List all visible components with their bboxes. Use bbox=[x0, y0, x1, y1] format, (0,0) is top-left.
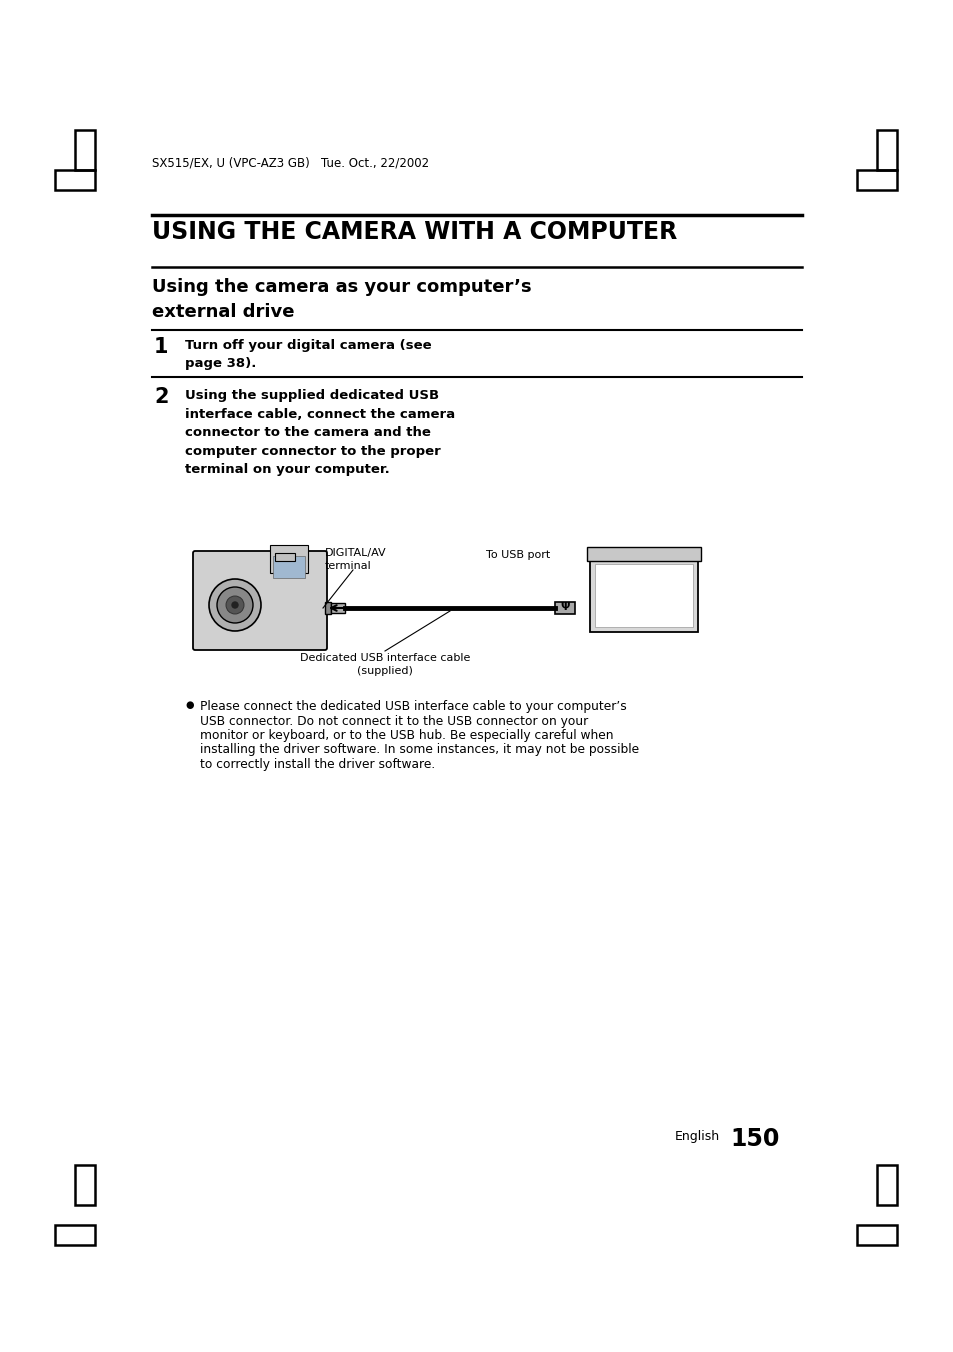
Text: monitor or keyboard, or to the USB hub. Be especially careful when: monitor or keyboard, or to the USB hub. … bbox=[200, 729, 613, 742]
Bar bbox=[274, 553, 294, 561]
Bar bbox=[856, 1225, 896, 1245]
Text: ●: ● bbox=[185, 700, 193, 710]
Text: English: English bbox=[674, 1130, 720, 1142]
Text: 150: 150 bbox=[729, 1128, 779, 1151]
Bar bbox=[555, 602, 575, 614]
Text: Turn off your digital camera (see
page 38).: Turn off your digital camera (see page 3… bbox=[185, 339, 431, 370]
Bar bbox=[856, 170, 896, 191]
Bar bbox=[331, 603, 345, 612]
Text: 1: 1 bbox=[153, 337, 169, 357]
Bar bbox=[55, 1225, 95, 1245]
Text: Using the supplied dedicated USB
interface cable, connect the camera
connector t: Using the supplied dedicated USB interfa… bbox=[185, 389, 455, 476]
Circle shape bbox=[232, 602, 237, 608]
Bar bbox=[876, 1165, 896, 1205]
Bar bbox=[75, 130, 95, 170]
Text: external drive: external drive bbox=[152, 303, 294, 320]
Text: SX515/EX, U (VPC-AZ3 GB)   Tue. Oct., 22/2002: SX515/EX, U (VPC-AZ3 GB) Tue. Oct., 22/2… bbox=[152, 155, 429, 169]
Text: To USB port: To USB port bbox=[485, 550, 550, 560]
Bar bbox=[589, 558, 698, 631]
Text: USING THE CAMERA WITH A COMPUTER: USING THE CAMERA WITH A COMPUTER bbox=[152, 220, 677, 243]
Bar bbox=[75, 1165, 95, 1205]
Text: terminal: terminal bbox=[325, 561, 372, 571]
Bar bbox=[595, 564, 692, 627]
Bar bbox=[55, 170, 95, 191]
Circle shape bbox=[226, 596, 244, 614]
Bar bbox=[586, 548, 700, 561]
Text: installing the driver software. In some instances, it may not be possible: installing the driver software. In some … bbox=[200, 744, 639, 757]
Text: Using the camera as your computer’s: Using the camera as your computer’s bbox=[152, 279, 531, 296]
Text: DIGITAL/AV: DIGITAL/AV bbox=[325, 548, 386, 558]
Circle shape bbox=[216, 587, 253, 623]
Bar bbox=[876, 130, 896, 170]
Text: Please connect the dedicated USB interface cable to your computer’s: Please connect the dedicated USB interfa… bbox=[200, 700, 626, 713]
Bar bbox=[273, 556, 305, 579]
Text: 2: 2 bbox=[153, 387, 169, 407]
Text: to correctly install the driver software.: to correctly install the driver software… bbox=[200, 758, 435, 771]
Text: Ψ: Ψ bbox=[559, 602, 569, 612]
Bar bbox=[325, 602, 331, 614]
Text: USB connector. Do not connect it to the USB connector on your: USB connector. Do not connect it to the … bbox=[200, 714, 588, 727]
FancyBboxPatch shape bbox=[193, 552, 327, 650]
Text: Dedicated USB interface cable: Dedicated USB interface cable bbox=[299, 653, 470, 662]
Text: (supplied): (supplied) bbox=[356, 667, 413, 676]
Circle shape bbox=[209, 579, 261, 631]
Bar bbox=[270, 545, 308, 573]
